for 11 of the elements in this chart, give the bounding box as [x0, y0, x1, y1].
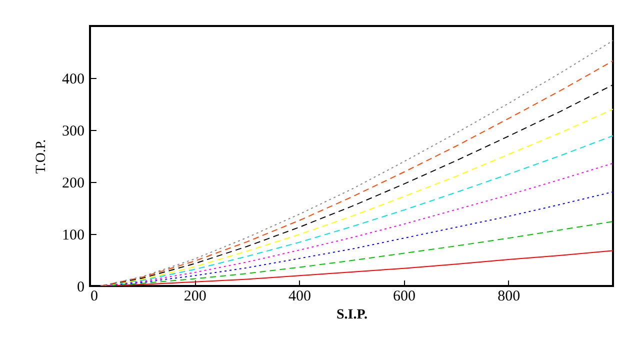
x-tick-label: 200: [184, 288, 206, 304]
x-tick-label: 600: [393, 288, 416, 304]
y-tick-label: 100: [62, 228, 84, 244]
y-tick-label: 200: [62, 176, 84, 192]
x-tick-label: 800: [498, 288, 520, 304]
x-tick-label: 400: [288, 288, 311, 304]
y-axis-title: T.O.P.: [34, 139, 49, 174]
x-tick-label: 0: [90, 288, 98, 304]
y-tick-label: 400: [62, 72, 84, 88]
y-tick-label: 300: [62, 124, 84, 140]
x-axis-title: S.I.P.: [336, 308, 368, 322]
